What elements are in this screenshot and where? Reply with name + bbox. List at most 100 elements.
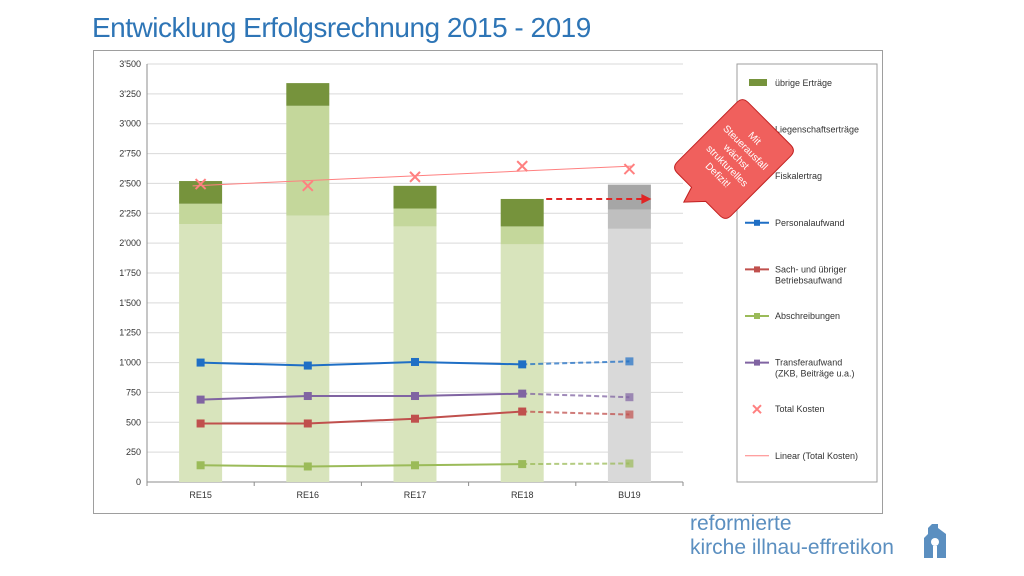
marker-personalaufwand: [303, 361, 312, 370]
line-transferaufwand: [200, 392, 523, 401]
bar-fiskalertrag: [393, 226, 437, 482]
legend-swatch: [749, 79, 767, 86]
church-logo-icon: [924, 524, 946, 558]
marker-x-stroke: [623, 163, 636, 175]
legend-label: Liegenschaftserträge: [775, 125, 859, 135]
legend-label: Personalaufwand: [775, 218, 845, 228]
brand-line-1: reformierte: [690, 512, 792, 535]
y-tick-label: 1'750: [119, 268, 141, 278]
y-tick-label: 2'000: [119, 238, 141, 248]
marker-sachaufwand: [411, 414, 419, 423]
marker-total-kosten: [409, 171, 421, 183]
y-tick-label: 3'250: [119, 89, 141, 99]
legend-label: Abschreibungen: [775, 311, 840, 321]
marker-sachaufwand: [303, 419, 312, 428]
legend-swatch-marker: [754, 266, 760, 273]
marker-abschreibungen: [411, 461, 419, 470]
marker-x-stroke: [194, 178, 207, 190]
trend-line-total-kosten: [192, 165, 632, 187]
x-tick-label: RE17: [404, 490, 427, 500]
bar-liegenschaftsertraege: [179, 203, 223, 225]
y-tick-label: 3'000: [119, 119, 141, 129]
x-tick-label: RE18: [511, 490, 534, 500]
y-tick-label: 750: [126, 387, 141, 397]
line-personalaufwand-forecast: [522, 360, 630, 366]
brand-wordmark: reformierte kirche illnau-effretikon: [690, 512, 894, 560]
x-tick-label: RE16: [297, 490, 320, 500]
marker-personalaufwand: [625, 357, 634, 366]
legend-swatch-marker: [754, 359, 760, 366]
brand-line-2b: illnau-effretikon: [751, 536, 894, 559]
marker-x-stroke: [516, 160, 528, 172]
y-tick-label: 3'500: [119, 59, 141, 69]
y-tick-label: 2'500: [119, 178, 141, 188]
line-sachaufwand: [200, 410, 523, 425]
callout-bubble: MitSteuerausfallwächststrukturellesDefiz…: [674, 99, 794, 219]
marker-total-kosten: [623, 163, 636, 175]
y-tick-label: 1'250: [119, 328, 141, 338]
legend-label: Linear (Total Kosten): [775, 451, 858, 461]
bar-liegenschaftsertraege: [393, 208, 437, 227]
bar-fiskalertrag: [286, 215, 330, 482]
legend-label-2: (ZKB, Beiträge u.a.): [775, 369, 855, 379]
callout-shape: [674, 99, 794, 219]
marker-sachaufwand: [625, 410, 634, 419]
marker-x-stroke: [302, 180, 314, 192]
line-sachaufwand-forecast: [522, 410, 630, 416]
y-tick-label: 500: [126, 417, 141, 427]
marker-total-kosten: [302, 180, 314, 192]
line-abschreibungen: [200, 463, 523, 468]
x-tick-label: RE15: [189, 490, 212, 500]
page-title: Entwicklung Erfolgsrechnung 2015 - 2019: [92, 12, 591, 43]
marker-transferaufwand: [196, 395, 205, 404]
marker-abschreibungen: [196, 461, 205, 470]
marker-personalaufwand: [196, 358, 205, 367]
bar-liegenschaftsertraege: [500, 226, 544, 245]
bar-fiskalertrag: [179, 224, 223, 482]
y-tick-label: 0: [136, 477, 141, 487]
marker-total-kosten: [194, 178, 207, 190]
bar-uebrige-ertraege: [179, 181, 223, 204]
line-transferaufwand-forecast: [522, 392, 630, 399]
y-tick-label: 1'500: [119, 298, 141, 308]
bar-liegenschaftsertraege: [286, 105, 330, 216]
legend-swatch-marker: [754, 313, 760, 319]
chart: 0 250 500 750 1'000 1'250 1'500 1'750 2'000 2'250…: [119, 59, 878, 500]
marker-transferaufwand: [625, 393, 634, 402]
marker-sachaufwand: [518, 407, 527, 416]
y-tick-label: 250: [126, 447, 141, 457]
line-personalaufwand: [200, 360, 523, 367]
brand-line-2: kirche illnau-effretikon: [690, 536, 894, 560]
bar-uebrige-ertraege: [500, 198, 544, 227]
chart-frame: 0 250 500 750 1'000 1'250 1'500 1'750 2'000 2'250…: [93, 50, 883, 514]
y-tick-label: 2'750: [119, 149, 141, 159]
marker-total-kosten: [516, 160, 528, 172]
deficit-arrow-head: [641, 194, 652, 204]
legend-label: Transferaufwand: [775, 358, 842, 368]
marker-abschreibungen: [625, 459, 634, 468]
marker-transferaufwand: [411, 392, 419, 401]
marker-abschreibungen: [518, 460, 527, 469]
legend-label: Fiskalertrag: [775, 171, 822, 181]
brand-line-2a: kirche: [690, 536, 747, 559]
marker-personalaufwand: [518, 360, 527, 369]
bar-liegenschaftsertraege: [607, 209, 651, 229]
legend-label: Total Kosten: [775, 404, 825, 414]
line-abschreibungen-forecast: [522, 462, 630, 466]
bar-uebrige-ertraege: [286, 83, 330, 106]
legend-label: Sach- und übriger: [775, 264, 847, 274]
marker-personalaufwand: [411, 357, 419, 366]
x-tick-label: BU19: [618, 490, 641, 500]
marker-x-stroke: [409, 171, 421, 183]
marker-transferaufwand: [303, 392, 312, 401]
legend-label-2: Betriebsaufwand: [775, 275, 842, 285]
y-tick-label: 1'000: [119, 358, 141, 368]
legend-label: übrige Erträge: [775, 78, 832, 88]
legend-swatch-marker: [754, 219, 760, 226]
marker-sachaufwand: [196, 419, 205, 428]
legend-swatch-x: [752, 404, 762, 414]
y-tick-label: 2'250: [119, 208, 141, 218]
marker-transferaufwand: [518, 389, 527, 398]
marker-abschreibungen: [303, 462, 312, 471]
bar-fiskalertrag: [607, 228, 651, 482]
